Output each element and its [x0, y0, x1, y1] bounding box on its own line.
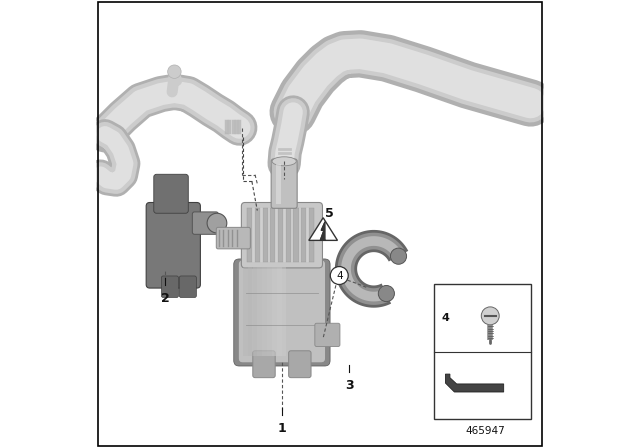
Polygon shape — [309, 218, 337, 241]
FancyBboxPatch shape — [161, 276, 179, 297]
Bar — [301, 208, 307, 262]
FancyBboxPatch shape — [179, 276, 196, 297]
Text: 3: 3 — [345, 379, 353, 392]
FancyBboxPatch shape — [271, 159, 297, 208]
Bar — [262, 208, 268, 262]
Bar — [435, 284, 531, 419]
Bar — [291, 208, 294, 262]
Text: 1: 1 — [278, 422, 286, 435]
Bar — [277, 267, 287, 356]
Bar — [252, 208, 255, 262]
FancyBboxPatch shape — [253, 351, 275, 378]
FancyBboxPatch shape — [289, 351, 311, 378]
FancyBboxPatch shape — [238, 260, 326, 363]
Circle shape — [481, 307, 499, 325]
Polygon shape — [445, 374, 504, 392]
Bar — [248, 267, 257, 356]
Circle shape — [330, 267, 348, 284]
Circle shape — [390, 248, 406, 264]
Bar — [276, 164, 281, 204]
Bar — [275, 208, 278, 262]
FancyBboxPatch shape — [154, 174, 188, 213]
FancyBboxPatch shape — [192, 212, 218, 234]
Bar — [247, 208, 252, 262]
Circle shape — [168, 65, 181, 78]
Circle shape — [207, 213, 227, 233]
Polygon shape — [321, 222, 325, 240]
Bar — [255, 208, 260, 262]
Bar — [307, 208, 309, 262]
Text: 2: 2 — [161, 292, 170, 305]
Bar — [243, 267, 252, 356]
FancyBboxPatch shape — [234, 259, 330, 366]
Bar — [284, 208, 286, 262]
Bar — [260, 208, 262, 262]
Bar — [268, 267, 276, 356]
Text: 5: 5 — [324, 207, 333, 220]
FancyBboxPatch shape — [315, 323, 340, 347]
Bar — [253, 267, 262, 356]
Bar — [286, 208, 291, 262]
Bar — [257, 267, 267, 356]
Bar — [278, 208, 284, 262]
Bar — [272, 267, 282, 356]
FancyBboxPatch shape — [146, 202, 200, 288]
Bar — [299, 208, 301, 262]
Bar — [294, 208, 299, 262]
FancyBboxPatch shape — [216, 228, 250, 249]
Bar — [268, 208, 270, 262]
Circle shape — [378, 285, 394, 302]
Bar — [262, 267, 272, 356]
Ellipse shape — [272, 157, 296, 166]
Text: 4: 4 — [336, 271, 342, 280]
Text: 4: 4 — [442, 313, 449, 323]
Bar — [270, 208, 275, 262]
FancyBboxPatch shape — [241, 202, 323, 268]
Bar — [309, 208, 314, 262]
Text: 465947: 465947 — [466, 426, 506, 436]
